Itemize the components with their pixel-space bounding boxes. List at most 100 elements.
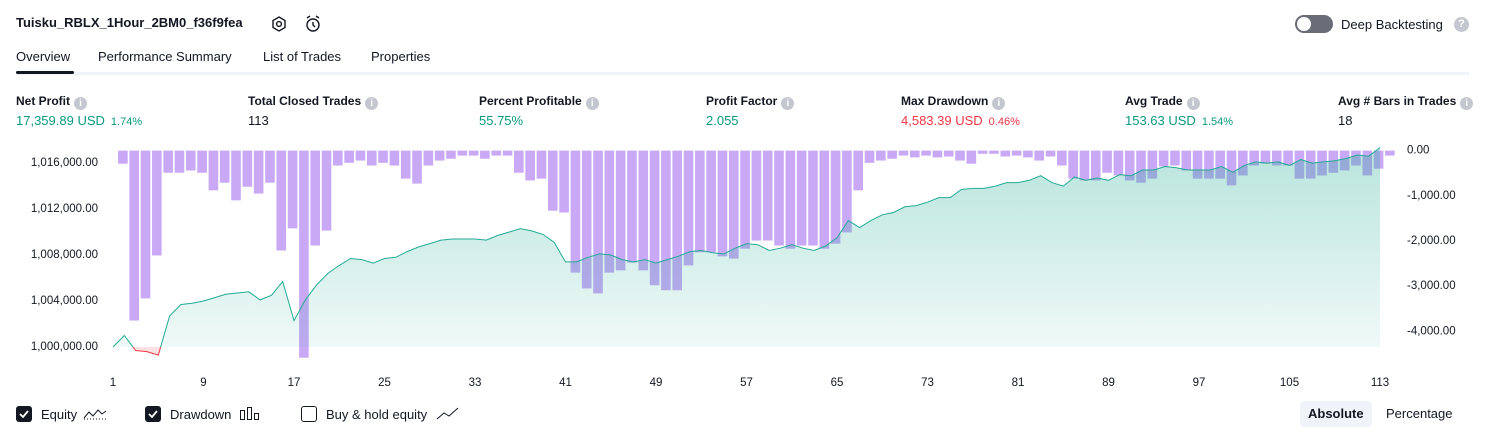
x-tick-label: 81: [1012, 377, 1025, 389]
x-tick-label: 25: [378, 377, 391, 389]
y2-tick-label: -3,000.00: [1407, 280, 1456, 292]
legend-equity[interactable]: Equity: [16, 406, 108, 422]
drawdown-bar: [1147, 150, 1158, 179]
drawdown-bar: [559, 150, 569, 213]
drawdown-bar: [299, 150, 309, 358]
legend-icon: [436, 407, 459, 420]
drawdown-bar: [819, 150, 830, 249]
drawdown-bar: [480, 150, 490, 159]
x-tick-label: 41: [559, 377, 572, 389]
drawdown-bar: [1124, 150, 1135, 181]
drawdown-bar: [118, 150, 128, 164]
y-tick-label: 1,008,000.00: [31, 249, 98, 261]
metric-label: Net Profit i: [16, 94, 87, 110]
checkbox[interactable]: [145, 406, 161, 422]
metric-label: Total Closed Trades i: [248, 94, 379, 110]
metric-label-text: Total Closed Trades: [248, 94, 362, 108]
x-tick-label: 105: [1280, 377, 1299, 389]
drawdown-bar: [955, 150, 965, 161]
drawdown-bar: [570, 150, 581, 273]
settings-icon[interactable]: [272, 16, 286, 32]
drawdown-bar: [321, 150, 332, 231]
drawdown-bar: [1204, 150, 1214, 179]
drawdown-bar: [604, 150, 615, 273]
drawdown-bar: [287, 150, 298, 229]
x-tick-label: 57: [740, 377, 753, 389]
x-tick-label: 33: [469, 377, 482, 389]
drawdown-bar: [219, 150, 230, 183]
drawdown-bar: [514, 150, 524, 173]
y2-tick-label: 0.00: [1407, 145, 1429, 157]
drawdown-bar: [310, 150, 321, 246]
info-icon[interactable]: i: [992, 97, 1006, 110]
metric-label-text: Avg # Bars in Trades: [1338, 94, 1457, 108]
drawdown-bar: [887, 150, 897, 159]
info-icon[interactable]: i: [1186, 97, 1200, 110]
drawdown-bar: [615, 150, 626, 271]
tab[interactable]: Properties: [371, 49, 431, 64]
drawdown-bar: [683, 150, 694, 266]
drawdown-bar: [174, 150, 185, 173]
metric-value: 18: [1338, 113, 1352, 128]
info-icon[interactable]: i: [365, 97, 379, 110]
tab[interactable]: Performance Summary: [98, 49, 232, 64]
drawdown-bar: [1102, 150, 1112, 173]
mode-button[interactable]: Absolute: [1300, 401, 1372, 427]
tab-divider: [16, 72, 1469, 75]
drawdown-bar: [830, 150, 841, 244]
legend-label: Equity: [41, 406, 78, 422]
legend-icon: [83, 409, 107, 420]
drawdown-bar: [491, 150, 502, 156]
metric-label: Percent Profitable i: [479, 94, 599, 110]
drawdown-bar: [898, 150, 909, 156]
info-icon[interactable]: i: [585, 97, 599, 110]
y2-tick-label: -4,000.00: [1407, 325, 1456, 337]
tab[interactable]: Overview: [16, 49, 71, 64]
y2-tick-label: -2,000.00: [1407, 235, 1456, 247]
legend-icon: [240, 407, 260, 420]
drawdown-bar: [672, 150, 683, 291]
legend-drawdown[interactable]: Drawdown: [145, 406, 263, 422]
title-icons: [272, 15, 320, 32]
deep-backtesting-toggle[interactable]: [1295, 15, 1333, 33]
legend-buy-hold[interactable]: Buy & hold equity: [301, 406, 461, 422]
alert-icon[interactable]: [306, 15, 320, 32]
drawdown-bar: [1215, 150, 1226, 179]
drawdown-bar: [1385, 150, 1395, 156]
drawdown-bar: [864, 150, 875, 163]
drawdown-bar: [276, 150, 287, 251]
metric-label: Max Drawdown i: [901, 94, 1006, 110]
drawdown-bar: [977, 150, 988, 154]
checkbox[interactable]: [301, 406, 317, 422]
metric-label: Avg # Bars in Trades i: [1338, 94, 1474, 110]
checkbox[interactable]: [16, 406, 32, 422]
metric-value-text: 4,583.39 USD: [901, 113, 983, 128]
metric-label-text: Percent Profitable: [479, 94, 582, 108]
drawdown-bar: [366, 150, 377, 166]
x-tick-label: 73: [921, 377, 934, 389]
x-tick-label: 97: [1193, 377, 1206, 389]
strategy-title: Tuisku_RBLX_1Hour_2BM0_f36f9fea: [16, 15, 243, 30]
drawdown-bar: [1238, 150, 1248, 176]
drawdown-bar: [208, 150, 219, 191]
drawdown-bar: [796, 150, 807, 246]
drawdown-bar: [525, 150, 535, 181]
metric-value: 17,359.89 USD 1.74%: [16, 113, 142, 128]
info-icon[interactable]: i: [74, 97, 87, 110]
drawdown-bar: [808, 150, 818, 246]
drawdown-bar: [1249, 150, 1259, 166]
info-icon[interactable]: i: [781, 97, 795, 110]
metric-value-text: 113: [248, 113, 269, 128]
y-tick-label: 1,016,000.00: [31, 157, 98, 169]
help-icon[interactable]: ?: [1454, 17, 1469, 32]
drawdown-bar: [1283, 150, 1293, 166]
x-tick-label: 89: [1102, 377, 1115, 389]
drawdown-bar: [853, 150, 864, 191]
drawdown-bar: [242, 150, 253, 187]
metric-value-text: 55.75%: [479, 113, 524, 128]
metric-label-text: Profit Factor: [706, 94, 778, 108]
info-icon[interactable]: i: [1460, 97, 1474, 110]
mode-button[interactable]: Percentage: [1386, 406, 1453, 421]
tab[interactable]: List of Trades: [263, 49, 342, 64]
